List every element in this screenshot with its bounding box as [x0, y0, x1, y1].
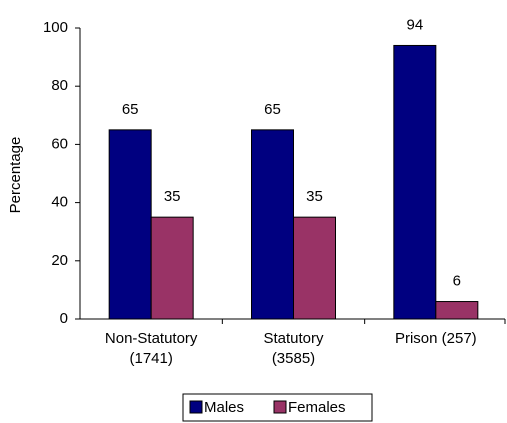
legend-swatch — [273, 400, 287, 414]
value-label: 65 — [264, 101, 281, 118]
legend-label: Males — [204, 399, 244, 416]
bar — [435, 301, 479, 320]
legend-swatch — [189, 400, 203, 414]
y-axis-label: Percentage — [7, 137, 24, 214]
value-label: 94 — [406, 16, 423, 33]
bar — [150, 216, 194, 320]
value-label: 35 — [164, 188, 181, 205]
y-tick-label: 100 — [43, 19, 68, 36]
legend-label: Females — [288, 399, 346, 416]
y-tick-label: 20 — [51, 252, 68, 269]
y-tick-label: 80 — [51, 77, 68, 94]
value-label: 65 — [122, 101, 139, 118]
x-tick-label: Prison (257) — [395, 330, 477, 347]
y-tick-label: 0 — [60, 310, 68, 327]
y-tick-label: 40 — [51, 194, 68, 211]
bar — [293, 216, 336, 320]
x-tick-label: Statutory (3585) — [263, 330, 324, 367]
bar — [251, 129, 294, 320]
bar — [108, 129, 152, 320]
x-tick-label: Non-Statutory (1741) — [105, 330, 198, 367]
bar — [393, 44, 437, 320]
y-tick-label: 60 — [51, 135, 68, 152]
value-label: 35 — [306, 188, 323, 205]
value-label: 6 — [453, 273, 461, 290]
